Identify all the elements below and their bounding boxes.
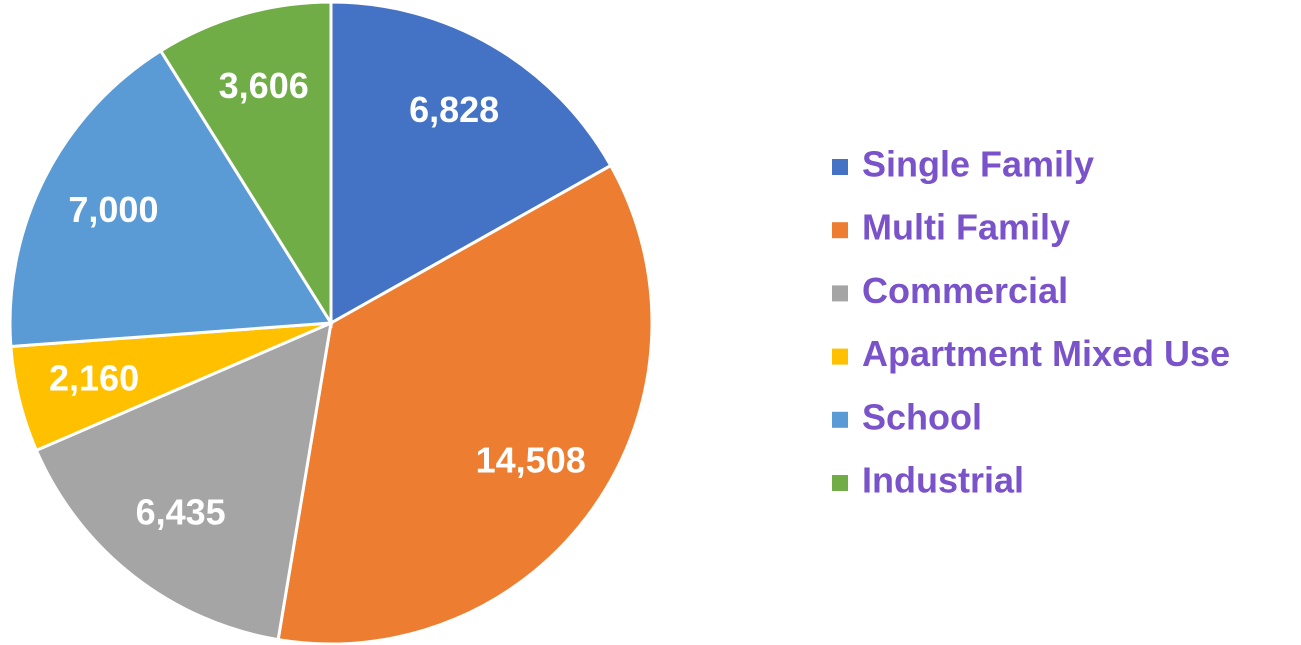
legend-label: Industrial [862, 460, 1024, 501]
value-label: 2,160 [49, 358, 139, 399]
legend-swatch [832, 222, 848, 239]
pie-slice [8, 48, 334, 349]
legend-swatch [832, 348, 848, 365]
legend-label: Single Family [862, 144, 1094, 185]
legend-swatch [832, 159, 848, 175]
legend-label: Multi Family [862, 207, 1070, 248]
legend-label: Apartment Mixed Use [862, 333, 1230, 374]
pie-slice [34, 320, 333, 642]
value-label: 14,508 [476, 440, 586, 481]
value-label: 7,000 [68, 189, 158, 230]
pie-slice [329, 0, 613, 326]
value-label: 3,606 [219, 65, 309, 106]
value-label: 6,828 [409, 89, 499, 130]
legend-swatch [832, 285, 848, 302]
pie-slice [276, 163, 654, 645]
legend-swatch [832, 475, 848, 491]
legend-swatch [832, 411, 848, 428]
legend-label: School [862, 396, 982, 437]
pie-slice [158, 0, 333, 329]
legend-label: Commercial [862, 270, 1068, 311]
value-label: 6,435 [136, 492, 226, 533]
